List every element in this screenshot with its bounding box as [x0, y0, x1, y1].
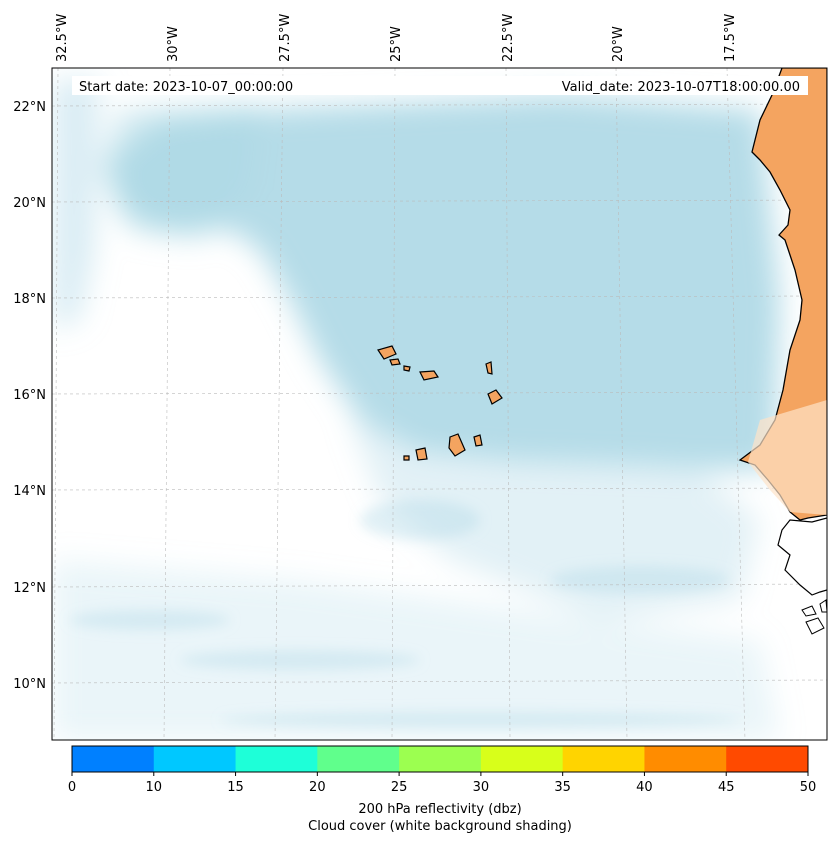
- map-panel: Start date: 2023-10-07_00:00:00 Valid_da…: [52, 68, 827, 740]
- colorbar-segment: [72, 746, 155, 772]
- colorbar-frame: [71, 745, 809, 773]
- colorbar-tick-label: 40: [636, 780, 653, 795]
- lat-label: 14°N: [13, 484, 46, 499]
- colorbar-segment: [153, 746, 237, 772]
- colorbar-ticks: 0 10 15 20 25 30 35 40 45 50: [68, 772, 816, 795]
- colorbar-segment: [644, 746, 727, 772]
- valid-date-text: Valid_date: 2023-10-07T18:00:00.00: [562, 80, 800, 95]
- colorbar-tick-label: 35: [554, 780, 571, 795]
- colorbar-tick-label: 15: [227, 780, 244, 795]
- lat-label: 20°N: [13, 196, 46, 211]
- colorbar-segments: [72, 746, 809, 772]
- lat-label: 18°N: [13, 292, 46, 307]
- colorbar-tick-label: 20: [309, 780, 326, 795]
- colorbar-tick-label: 0: [68, 780, 76, 795]
- gridlines: [52, 68, 827, 740]
- lat-label: 22°N: [13, 100, 46, 115]
- lon-label: 32.5°W: [55, 14, 70, 62]
- colorbar-tick-label: 10: [146, 780, 163, 795]
- colorbar-sublabel: Cloud cover (white background shading): [308, 819, 572, 834]
- longitude-labels: 32.5°W 30°W 27.5°W 25°W 22.5°W 20°W 17.5…: [55, 14, 738, 62]
- colorbar-tick-label: 45: [718, 780, 735, 795]
- gambia-guinea-coast: [777, 517, 827, 596]
- info-banner: [72, 76, 808, 95]
- start-date-text: Start date: 2023-10-07_00:00:00: [79, 80, 293, 95]
- bissagos-islands: [801, 599, 827, 635]
- lon-label: 17.5°W: [723, 14, 738, 62]
- colorbar-tick-label: 25: [391, 780, 408, 795]
- coast-land-pale: [748, 400, 827, 515]
- colorbar: 0 10 15 20 25 30 35 40 45 50 200 hPa reflectivity…: [68, 745, 816, 834]
- lon-label: 22.5°W: [501, 14, 516, 62]
- colorbar-segment: [562, 746, 645, 772]
- latitude-labels: 22°N 20°N 18°N 16°N 14°N 12°N 10°N: [13, 100, 46, 692]
- colorbar-tick-label: 30: [473, 780, 490, 795]
- lon-label: 30°W: [166, 26, 181, 62]
- colorbar-tick-label: 50: [800, 780, 817, 795]
- lon-label: 27.5°W: [278, 14, 293, 62]
- cloud-streaks: [70, 500, 740, 728]
- lon-label: 25°W: [389, 26, 404, 62]
- map-frame: [51, 67, 828, 741]
- lat-label: 16°N: [13, 388, 46, 403]
- lon-label: 20°W: [611, 26, 626, 62]
- lat-label: 10°N: [13, 677, 46, 692]
- colorbar-segment: [399, 746, 482, 772]
- cape-verde-islands: [377, 345, 503, 461]
- colorbar-segment: [235, 746, 318, 772]
- colorbar-label: 200 hPa reflectivity (dbz): [358, 802, 521, 817]
- colorbar-segment: [480, 746, 564, 772]
- colorbar-segment: [317, 746, 400, 772]
- lat-label: 12°N: [13, 581, 46, 596]
- colorbar-segment: [726, 746, 809, 772]
